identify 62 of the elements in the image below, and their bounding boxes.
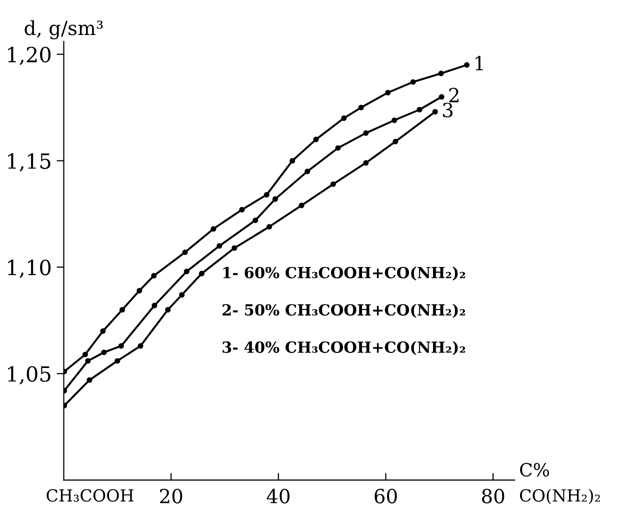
point <box>385 90 391 96</box>
y-axis-title: d, g/sm³ <box>24 20 103 40</box>
point <box>438 70 444 76</box>
point <box>272 196 278 202</box>
text: CO(NH₂)₂ <box>520 488 600 504</box>
annotation: 3- 40% CH₃COOH+CO(NH₂)₂ <box>222 341 466 356</box>
point <box>138 343 144 349</box>
x-tick-label: 60 <box>374 488 397 504</box>
annotation: 1- 60% CH₃COOH+CO(NH₂)₂ <box>223 266 466 281</box>
point <box>239 206 245 212</box>
series-label: 1 <box>476 56 483 70</box>
x-axis-title: C% <box>520 462 550 477</box>
series-label: 3 <box>443 102 452 118</box>
point <box>216 243 222 249</box>
y-tick-label: 1,05 <box>8 366 50 384</box>
point <box>266 224 272 230</box>
y-tick-label: 1,15 <box>8 153 50 172</box>
text: CH₃COOH <box>46 489 134 502</box>
point <box>210 226 216 232</box>
point <box>179 292 185 298</box>
point <box>264 192 270 198</box>
x-tick-label: 20 <box>160 488 182 504</box>
x-tick-label: 80 <box>482 488 504 504</box>
point <box>114 358 120 364</box>
point <box>363 130 369 136</box>
point <box>82 352 88 358</box>
point <box>358 104 364 110</box>
point <box>416 106 422 112</box>
point <box>304 168 310 174</box>
point <box>136 288 142 294</box>
point <box>330 181 336 187</box>
point <box>232 245 238 251</box>
point <box>392 138 398 144</box>
point <box>298 202 304 208</box>
point <box>85 358 91 364</box>
y-tick-label: 1,10 <box>8 260 51 278</box>
point <box>363 160 369 166</box>
point <box>464 62 470 68</box>
annotation: 2- 50% CH₃COOH+CO(NH₂)₂ <box>222 304 466 318</box>
point <box>100 328 106 334</box>
point <box>432 108 438 115</box>
point <box>341 115 347 121</box>
point <box>101 350 107 356</box>
point <box>335 145 341 151</box>
point <box>290 158 296 164</box>
point <box>151 272 157 278</box>
point <box>438 94 444 100</box>
point <box>198 270 204 276</box>
point <box>86 377 92 383</box>
point <box>392 118 398 124</box>
point <box>118 343 124 349</box>
point <box>410 79 416 85</box>
x-tick-label: 40 <box>266 488 290 504</box>
y-tick-label: 1,20 <box>8 46 51 66</box>
point <box>252 218 258 224</box>
point <box>152 302 158 308</box>
point <box>184 268 190 274</box>
point <box>182 250 188 256</box>
point <box>119 306 126 313</box>
point <box>165 306 171 313</box>
series-label: 2 <box>449 88 458 102</box>
point <box>313 136 319 142</box>
